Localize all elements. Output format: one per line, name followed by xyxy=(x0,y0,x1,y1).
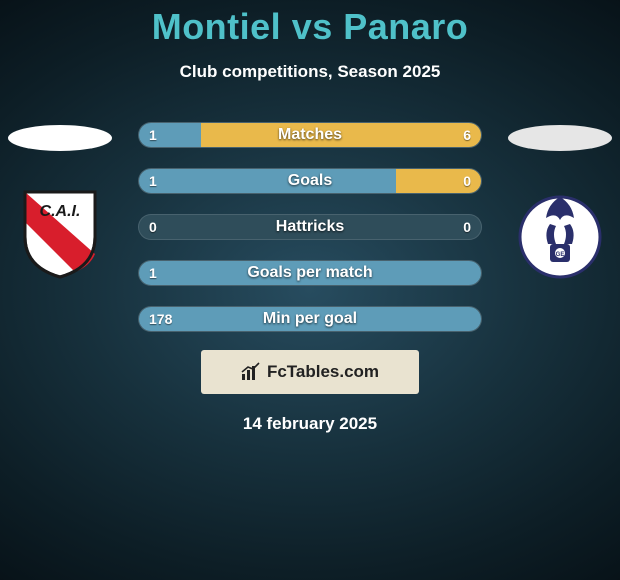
svg-text:C.A.I.: C.A.I. xyxy=(40,203,81,220)
value-left: 178 xyxy=(149,311,172,327)
date-text: 14 february 2025 xyxy=(0,414,620,434)
value-left: 0 xyxy=(149,219,157,235)
stat-label: Goals xyxy=(288,172,332,190)
subtitle: Club competitions, Season 2025 xyxy=(0,62,620,82)
left-player-photo-placeholder xyxy=(5,122,115,154)
left-player-column: C.A.I. xyxy=(0,122,120,282)
brand-box: FcTables.com xyxy=(201,350,419,394)
stat-label: Hattricks xyxy=(276,218,344,236)
stat-row-goals: 1 Goals 0 xyxy=(138,168,482,194)
left-club-crest: C.A.I. xyxy=(10,182,110,282)
svg-text:GE: GE xyxy=(556,252,565,258)
right-player-column: GE xyxy=(500,122,620,282)
stat-row-hattricks: 0 Hattricks 0 xyxy=(138,214,482,240)
right-club-crest: GE xyxy=(510,182,610,282)
stat-row-matches: 1 Matches 6 xyxy=(138,122,482,148)
stat-row-min-per-goal: 178 Min per goal xyxy=(138,306,482,332)
stat-bars: 1 Matches 6 1 Goals 0 0 Hattricks 0 xyxy=(120,122,500,332)
page-title: Montiel vs Panaro xyxy=(0,0,620,48)
value-left: 1 xyxy=(149,127,157,143)
right-player-photo-placeholder xyxy=(505,122,615,154)
value-right: 0 xyxy=(463,173,471,189)
stat-label: Matches xyxy=(278,126,342,144)
stat-row-goals-per-match: 1 Goals per match xyxy=(138,260,482,286)
value-right: 6 xyxy=(463,127,471,143)
brand-chart-icon xyxy=(241,362,261,382)
brand-text: FcTables.com xyxy=(267,362,379,382)
stat-label: Goals per match xyxy=(247,264,372,282)
stat-label: Min per goal xyxy=(263,310,357,328)
value-left: 1 xyxy=(149,173,157,189)
bar-left xyxy=(139,169,396,193)
comparison-section: C.A.I. 1 Matches 6 1 Goals 0 xyxy=(0,122,620,332)
value-left: 1 xyxy=(149,265,157,281)
value-right: 0 xyxy=(463,219,471,235)
